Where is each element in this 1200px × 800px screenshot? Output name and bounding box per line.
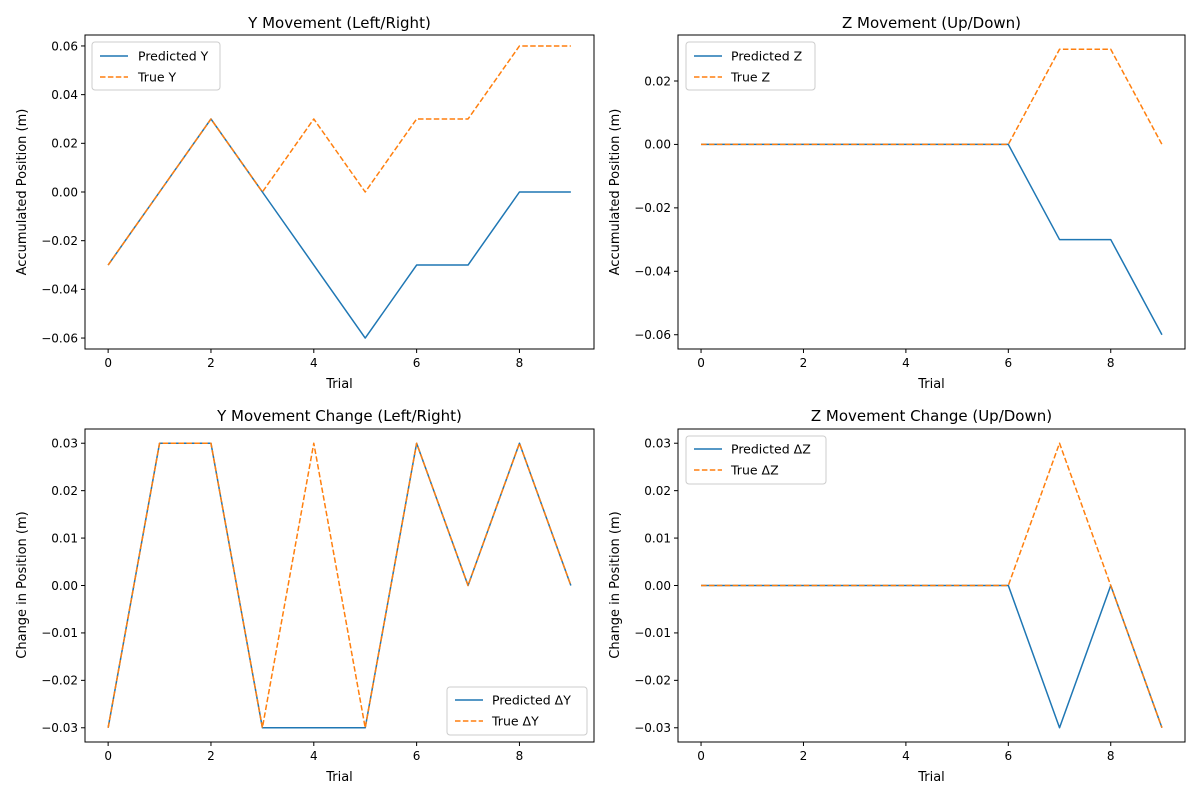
y-tick-label: −0.02 [634, 674, 671, 688]
x-tick-label: 0 [104, 749, 112, 763]
x-tick-label: 2 [800, 356, 808, 370]
y-ticks: −0.06 −0.04 −0.02 0.00 0.02 [634, 74, 678, 342]
legend-label-true: True ΔZ [730, 463, 779, 478]
x-tick-label: 0 [697, 356, 705, 370]
y-tick-label: −0.02 [634, 201, 671, 215]
x-axis-label: Trial [917, 377, 945, 392]
chart-y-movement: Y Movement (Left/Right) Trial Accumulate… [15, 14, 595, 392]
x-tick-label: 8 [1107, 356, 1115, 370]
y-tick-label: 0.01 [51, 531, 78, 545]
y-tick-label: −0.01 [41, 626, 78, 640]
x-tick-label: 6 [1004, 749, 1012, 763]
x-tick-label: 2 [800, 749, 808, 763]
y-axis-label: Change in Position (m) [15, 511, 30, 658]
series-lines [701, 442, 1163, 729]
chart-y-movement-change: Y Movement Change (Left/Right) Trial Cha… [15, 407, 595, 785]
legend-label-predicted: Predicted Z [731, 49, 802, 64]
y-tick-label: 0.02 [644, 74, 671, 88]
y-tick-label: −0.04 [41, 283, 78, 297]
legend: Predicted ΔY True ΔY [446, 686, 588, 736]
x-tick-label: 4 [310, 356, 318, 370]
y-ticks: −0.06 −0.04 −0.02 0.00 0.02 0.04 0.06 [41, 39, 85, 345]
legend-box [685, 435, 827, 485]
x-axis-label: Trial [917, 770, 945, 785]
legend: Predicted ΔZ True ΔZ [685, 435, 827, 485]
series-line-predicted [107, 118, 571, 339]
y-tick-label: −0.04 [634, 265, 671, 279]
legend: Predicted Y True Y [91, 41, 221, 91]
x-tick-label: 4 [902, 356, 910, 370]
x-ticks: 0 2 4 6 8 [104, 742, 523, 763]
y-tick-label: 0.00 [644, 579, 671, 593]
legend-box [91, 41, 221, 91]
legend-label-predicted: Predicted ΔY [492, 693, 571, 708]
y-tick-label: −0.06 [634, 328, 671, 342]
legend-label-true: True ΔY [491, 714, 539, 729]
y-axis-label: Accumulated Position (m) [608, 109, 623, 276]
series-line-true [701, 48, 1163, 146]
legend-label-predicted: Predicted Y [138, 49, 209, 64]
y-tick-label: 0.02 [51, 137, 78, 151]
y-ticks: −0.03 −0.02 −0.01 0.00 0.01 0.02 0.03 [634, 437, 678, 735]
y-tick-label: 0.01 [644, 531, 671, 545]
chart-z-movement-change: Z Movement Change (Up/Down) Trial Change… [608, 407, 1186, 785]
legend-label-true: True Z [730, 70, 770, 85]
x-tick-label: 0 [104, 356, 112, 370]
y-axis-label: Accumulated Position (m) [15, 109, 30, 276]
series-lines [107, 442, 572, 729]
y-tick-label: 0.00 [51, 579, 78, 593]
y-tick-label: 0.03 [644, 437, 671, 451]
y-tick-label: 0.02 [644, 484, 671, 498]
x-ticks: 0 2 4 6 8 [697, 742, 1115, 763]
y-tick-label: 0.04 [51, 88, 78, 102]
chart-z-movement: Z Movement (Up/Down) Trial Accumulated P… [608, 14, 1186, 392]
x-tick-label: 4 [310, 749, 318, 763]
series-lines [107, 45, 571, 339]
x-tick-label: 8 [516, 749, 524, 763]
x-tick-label: 0 [697, 749, 705, 763]
x-ticks: 0 2 4 6 8 [104, 349, 523, 370]
x-tick-label: 2 [207, 356, 215, 370]
x-tick-label: 8 [516, 356, 524, 370]
y-tick-label: −0.03 [634, 721, 671, 735]
series-line-true [701, 442, 1163, 729]
x-tick-label: 6 [413, 356, 421, 370]
series-lines [701, 48, 1163, 336]
y-tick-label: 0.02 [51, 484, 78, 498]
x-tick-label: 2 [207, 749, 215, 763]
legend-label-true: True Y [137, 70, 177, 85]
y-tick-label: −0.02 [41, 234, 78, 248]
x-axis-label: Trial [325, 770, 353, 785]
y-tick-label: −0.01 [634, 626, 671, 640]
legend-label-predicted: Predicted ΔZ [731, 442, 811, 457]
y-tick-label: −0.03 [41, 721, 78, 735]
chart-title: Z Movement (Up/Down) [842, 14, 1021, 32]
y-tick-label: −0.02 [41, 674, 78, 688]
y-tick-label: 0.00 [644, 138, 671, 152]
x-tick-label: 4 [902, 749, 910, 763]
y-axis-label: Change in Position (m) [608, 511, 623, 658]
x-tick-label: 6 [1004, 356, 1012, 370]
y-tick-label: 0.06 [51, 39, 78, 53]
chart-title: Y Movement (Left/Right) [247, 14, 431, 32]
y-ticks: −0.03 −0.02 −0.01 0.00 0.01 0.02 0.03 [41, 437, 85, 735]
y-tick-label: −0.06 [41, 331, 78, 345]
legend: Predicted Z True Z [685, 41, 816, 91]
x-tick-label: 8 [1107, 749, 1115, 763]
chart-title: Y Movement Change (Left/Right) [216, 407, 462, 425]
y-tick-label: 0.00 [51, 185, 78, 199]
plot-frame [677, 34, 1186, 350]
legend-box [446, 686, 588, 736]
x-tick-label: 6 [413, 749, 421, 763]
legend-box [685, 41, 816, 91]
chart-title: Z Movement Change (Up/Down) [811, 407, 1052, 425]
x-ticks: 0 2 4 6 8 [697, 349, 1115, 370]
x-axis-label: Trial [325, 377, 353, 392]
series-line-true [107, 442, 572, 729]
y-tick-label: 0.03 [51, 437, 78, 451]
